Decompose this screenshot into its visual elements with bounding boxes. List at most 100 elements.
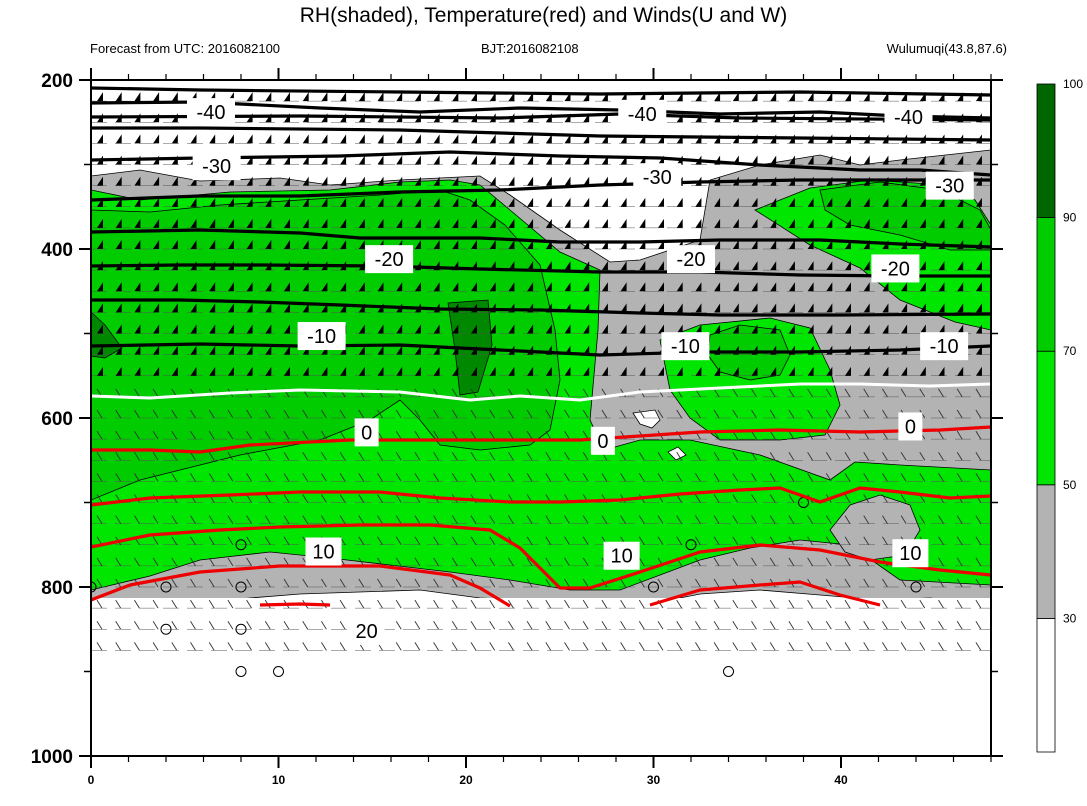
wind-barb — [638, 642, 645, 651]
wind-barb — [583, 218, 590, 228]
wind-barb — [713, 494, 720, 503]
wind-barb — [377, 366, 384, 376]
wind-barb — [957, 197, 964, 207]
wind-barb — [433, 430, 439, 440]
contour-label-box — [187, 98, 235, 127]
wind-barb — [545, 599, 552, 609]
wind-barb — [190, 366, 197, 376]
wind-barb — [209, 324, 216, 334]
wind-barb — [208, 621, 215, 630]
wind-barb — [751, 557, 757, 567]
wind-barb — [583, 366, 590, 376]
wind-barb — [975, 536, 982, 545]
wind-barb — [489, 176, 496, 186]
wind-barb — [582, 599, 589, 609]
wind-barb — [732, 599, 739, 609]
wind-barb — [208, 473, 215, 482]
wind-barb — [395, 557, 402, 567]
wind-barb — [452, 324, 459, 334]
wind-barb — [564, 388, 570, 398]
wind-barb — [713, 536, 720, 545]
wind-barb — [695, 197, 702, 207]
contour-label-box — [892, 539, 929, 568]
wind-barb — [788, 557, 795, 567]
wind-barb — [900, 494, 907, 503]
wind-barb — [956, 409, 963, 419]
wind-barb — [751, 621, 757, 630]
wind-barb — [451, 430, 458, 440]
wind-barb — [152, 430, 159, 440]
temperature-contour — [91, 100, 991, 120]
wind-barb — [751, 261, 758, 271]
wind-barb — [153, 282, 160, 292]
wind-barb — [115, 515, 122, 524]
wind-barb — [283, 473, 290, 482]
wind-barb — [807, 599, 813, 609]
wind-barb — [321, 218, 328, 228]
wind-barb — [264, 452, 271, 461]
wind-barb — [863, 515, 870, 524]
wind-barb — [377, 452, 383, 461]
contour-label: -20 — [375, 249, 404, 271]
wind-barb — [227, 197, 234, 207]
wind-barb — [714, 324, 721, 334]
wind-barb — [863, 261, 870, 271]
wind-barb — [153, 134, 160, 144]
wind-barb — [751, 324, 758, 334]
wind-barb — [489, 642, 496, 651]
wind-barb — [321, 642, 327, 651]
wind-barb — [751, 642, 757, 651]
wind-barb — [265, 282, 272, 292]
wind-barb — [283, 494, 290, 503]
wind-barb — [938, 452, 944, 461]
wind-barb — [545, 366, 552, 376]
wind-barb — [770, 197, 777, 207]
wind-barb — [171, 536, 178, 545]
wind-barb — [321, 473, 327, 482]
wind-barb — [433, 621, 439, 630]
wind-barb — [658, 324, 664, 334]
wind-barb — [957, 366, 964, 376]
wind-barb — [115, 642, 122, 651]
wind-barb — [751, 92, 758, 102]
wind-barb — [284, 282, 290, 292]
wind-barb — [601, 345, 608, 355]
wind-barb — [975, 452, 982, 461]
wind-barb — [658, 218, 664, 228]
wind-barb — [451, 578, 458, 588]
wind-barb — [845, 324, 851, 334]
wind-barb — [152, 599, 159, 609]
wind-barb — [414, 536, 421, 545]
wind-barb — [302, 176, 309, 186]
wind-barb — [545, 134, 552, 144]
wind-barb — [96, 515, 103, 524]
wind-barb — [508, 642, 514, 651]
wind-barb — [414, 599, 421, 609]
forecast-subtitle: Forecast from UTC: 2016082100 — [90, 41, 281, 56]
wind-barb — [414, 240, 421, 249]
wind-barb — [825, 536, 832, 545]
wind-barb — [209, 240, 216, 249]
wind-barb — [97, 366, 103, 376]
wind-barb — [545, 282, 552, 292]
wind-barb — [395, 642, 402, 651]
wind-barb — [863, 197, 870, 207]
wind-barb — [956, 388, 963, 398]
wind-barb — [171, 92, 178, 102]
wind-barb — [620, 218, 627, 228]
wind-barb — [395, 452, 402, 461]
wind-barb — [732, 197, 739, 207]
wind-barb — [938, 642, 944, 651]
wind-barb — [975, 430, 982, 440]
wind-barb — [751, 218, 758, 228]
wind-barb — [751, 282, 758, 292]
wind-barb — [433, 557, 439, 567]
wind-barb — [414, 515, 421, 524]
wind-barb — [863, 642, 870, 651]
wind-barb — [863, 282, 870, 292]
wind-barb — [639, 218, 646, 228]
wind-barb — [321, 515, 327, 524]
wind-barb — [96, 557, 103, 567]
wind-barb — [583, 324, 590, 334]
wind-barb — [377, 599, 383, 609]
